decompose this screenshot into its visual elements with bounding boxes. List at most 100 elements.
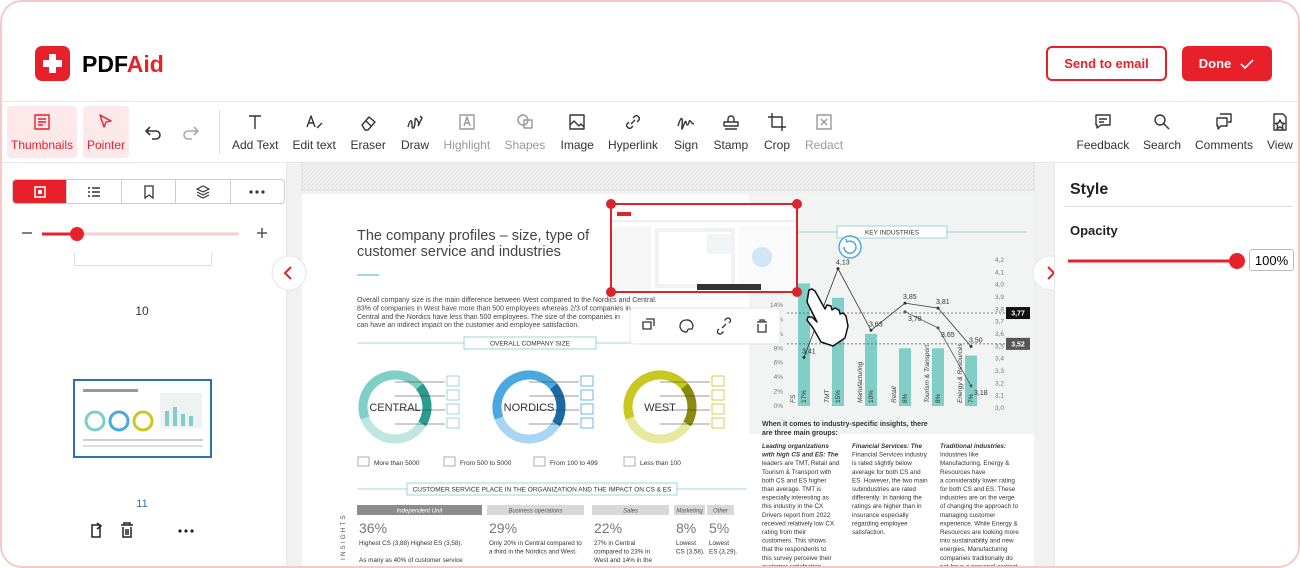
tool-button[interactable]: Stamp	[710, 106, 753, 158]
doc-text: Nordics.	[594, 566, 617, 568]
doc-text: Resources have	[940, 469, 986, 476]
y2-tick-label: 3,2	[995, 380, 1004, 387]
doc-text: energies, Manufacturing	[940, 546, 1008, 553]
doc-text: of changing the approach to	[940, 503, 1019, 510]
doc-text: More than 5000	[374, 460, 420, 467]
legend-icon	[443, 456, 456, 467]
divider	[1065, 206, 1293, 207]
page-number: 10	[135, 304, 149, 318]
y2-tick-label: 3,4	[995, 356, 1004, 363]
prev-page	[301, 162, 1035, 191]
page-thumbnail[interactable]	[74, 253, 212, 266]
tool-label: Hyperlink	[608, 138, 659, 152]
prev-page-button[interactable]	[270, 254, 308, 292]
tab-more[interactable]	[229, 180, 284, 203]
doc-text: 36%	[359, 520, 387, 536]
y-tick-label: 14%	[770, 302, 783, 309]
icon	[716, 317, 732, 335]
y2-tick-label: 4,1	[995, 269, 1004, 276]
doc-text: into sustainability and new	[940, 538, 1014, 545]
image-detail	[611, 226, 651, 292]
legend-icon	[357, 456, 370, 467]
page-thumbnail-selected[interactable]	[73, 379, 212, 458]
tool-button[interactable]: View	[1263, 106, 1297, 158]
section-box	[836, 225, 948, 239]
point-label: 3,41	[802, 348, 816, 355]
tool-button[interactable]: Highlight	[440, 106, 495, 158]
resize-handle	[792, 287, 802, 297]
tool-button[interactable]: Thumbnails	[7, 106, 78, 158]
tool-button[interactable]: Shapes	[501, 106, 550, 158]
y2-tick-label: 3,0	[995, 405, 1004, 412]
opacity-input[interactable]: 100%	[1249, 249, 1294, 271]
doc-text: Highest CS (3,88) Highest ES (3,58).	[359, 540, 462, 547]
series-point	[936, 306, 940, 310]
image-toolbar-bg	[629, 307, 781, 345]
tool-button[interactable]: Comments	[1191, 106, 1257, 158]
doc-text: differently: in banking the	[852, 495, 922, 502]
doc-text: OVERALL COMPANY SIZE	[490, 341, 571, 348]
tool-button[interactable]: Feedback	[1073, 106, 1134, 158]
doc-text: than average. TMT is	[762, 486, 821, 493]
doc-text: both CS and ES higher	[762, 477, 826, 484]
doc-text: West and 14% in the	[594, 557, 652, 564]
section-box	[406, 482, 678, 496]
doc-text: KEY INDUSTRIES	[865, 230, 920, 237]
tab-outline[interactable]	[66, 180, 120, 203]
image-action[interactable]	[642, 318, 655, 330]
column-header	[674, 505, 705, 515]
send-email-button[interactable]: Send to email	[1046, 46, 1167, 81]
image-action[interactable]	[679, 319, 694, 333]
bar	[798, 283, 810, 406]
column-header	[707, 505, 734, 515]
tool-label: View	[1267, 138, 1293, 152]
tool-button[interactable]: Sign	[670, 106, 702, 158]
image-action[interactable]	[757, 319, 767, 333]
doc-text: Lowest	[676, 540, 696, 547]
refresh-icon	[838, 235, 862, 259]
tool-button[interactable]: Crop	[760, 106, 794, 158]
tool-button[interactable]: Edit text	[289, 106, 340, 158]
bar	[965, 355, 977, 406]
doc-text: Manufacturing, Energy &	[940, 460, 1010, 467]
y-tick-label: 4%	[774, 374, 784, 381]
doc-text: Leading organizations	[762, 443, 829, 450]
tool-button[interactable]: Search	[1139, 106, 1185, 158]
doc-text: Financial Services: The	[852, 443, 922, 450]
doc-text: Financial Services industry	[852, 452, 928, 459]
done-button[interactable]: Done	[1182, 46, 1272, 81]
opacity-slider[interactable]	[1065, 251, 1250, 271]
point-label: 3,50	[969, 337, 983, 344]
doc-text: Only 20% in Central compared to	[489, 540, 582, 547]
building-icon	[446, 375, 460, 387]
tool-button[interactable]: Draw	[397, 106, 433, 158]
y-tick-label: 6%	[774, 360, 784, 367]
tab-layers[interactable]	[175, 180, 229, 203]
panel-title: Style	[1070, 181, 1109, 198]
doc-text: industries are on the verge	[940, 495, 1015, 502]
y2-tick-label: 3,7	[995, 319, 1004, 326]
tool-button[interactable]: Hyperlink	[604, 106, 662, 158]
undo-redo[interactable]	[142, 123, 202, 143]
tool-button[interactable]: Redact	[801, 106, 847, 158]
image-action[interactable]	[716, 317, 732, 335]
tool-button[interactable]: Eraser	[347, 106, 390, 158]
tool-button[interactable]: Pointer	[83, 106, 130, 158]
tool-button[interactable]: Image	[557, 106, 598, 158]
doc-text: customers. This shows	[762, 538, 826, 545]
y2-tick-label: 3,5	[995, 343, 1004, 350]
zoom-slider[interactable]	[17, 223, 272, 243]
tab-bookmarks[interactable]	[120, 180, 175, 203]
category-label: Retail	[891, 386, 898, 403]
tab-thumbnails[interactable]	[13, 180, 67, 203]
bar-label: 8%	[902, 393, 909, 403]
series-point	[869, 328, 873, 332]
doc-text: regarding employee	[852, 520, 908, 527]
series-line	[803, 267, 972, 358]
doc-text: WEST	[644, 402, 676, 414]
doc-text: 27% in Central	[594, 540, 635, 547]
tool-button[interactable]: Add Text	[228, 106, 282, 158]
point-label: 4,13	[836, 260, 850, 267]
doc-text: Business operations	[508, 509, 562, 515]
tool-label: Sign	[674, 138, 699, 152]
